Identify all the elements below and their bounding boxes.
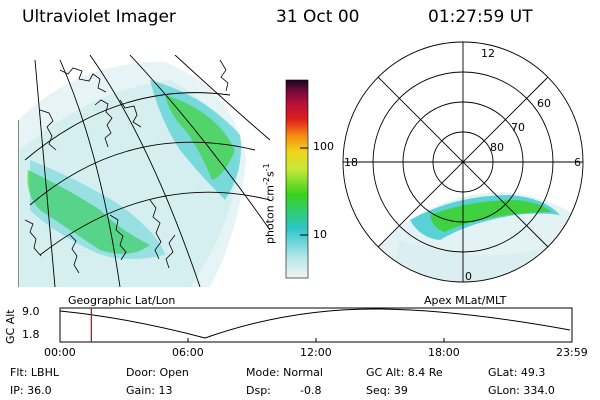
lat-label-80: 80: [490, 141, 504, 154]
lat-label-70: 70: [511, 121, 525, 134]
mode-info: Mode: Normal: [246, 366, 323, 379]
timeline-xtick-4: 23:59: [556, 346, 588, 359]
geographic-map: [18, 55, 270, 287]
app-title: Ultraviolet Imager: [22, 7, 176, 27]
seq-info: Seq: 39: [366, 384, 408, 397]
timeline-ytick-low: 1.8: [22, 328, 40, 341]
timeline-plot: [59, 307, 573, 343]
timeline-ylabel: GC Alt: [4, 309, 17, 344]
filter-info: Flt: LBHL: [10, 366, 59, 379]
timeline-xtick-2: 12:00: [300, 346, 332, 359]
timeline-ytick-high: 9.0: [22, 305, 40, 318]
polar-plot: [342, 41, 584, 283]
glon-info: GLon: 334.0: [488, 384, 555, 397]
gain-info: Gain: 13: [126, 384, 173, 397]
colorbar-tick-100: 100: [313, 140, 334, 153]
colorbar: [285, 79, 309, 279]
dsp-value: -0.8: [300, 384, 322, 397]
timeline-xtick-3: 18:00: [428, 346, 460, 359]
colorbar-unit-label: photon cm-2s-1: [262, 163, 277, 244]
colorbar-tick-10: 10: [313, 228, 327, 241]
time-label: 01:27:59 UT: [428, 7, 533, 27]
geographic-label: Geographic Lat/Lon: [68, 294, 176, 307]
gc-alt-info: GC Alt: 8.4 Re: [366, 366, 443, 379]
apex-label: Apex MLat/MLT: [424, 294, 507, 307]
mlt-label-12: 12: [481, 47, 495, 60]
timeline-xtick-1: 06:00: [172, 346, 204, 359]
date-label: 31 Oct 00: [276, 7, 360, 27]
glat-info: GLat: 49.3: [488, 366, 546, 379]
door-info: Door: Open: [126, 366, 189, 379]
dsp-info: Dsp:: [246, 384, 271, 397]
mlt-label-6: 6: [574, 156, 581, 169]
mlt-label-0: 0: [465, 270, 472, 283]
lat-label-60: 60: [537, 97, 551, 110]
ip-info: IP: 36.0: [10, 384, 52, 397]
timeline-xtick-0: 00:00: [44, 346, 76, 359]
mlt-label-18: 18: [344, 156, 358, 169]
